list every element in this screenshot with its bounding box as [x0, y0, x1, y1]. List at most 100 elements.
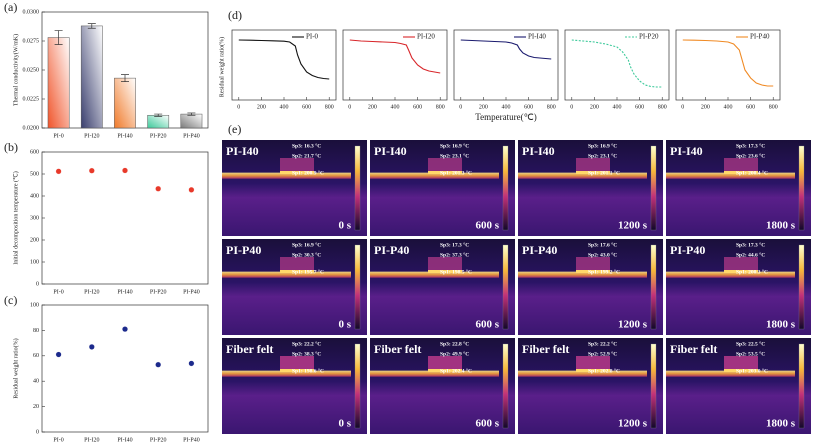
spot-1: Sp1: 201.1 °C — [588, 169, 620, 176]
bar — [47, 37, 70, 129]
x-tick-label: 0 — [570, 104, 573, 110]
heater-top — [724, 270, 758, 273]
thermal-image — [518, 338, 663, 434]
spot-1: Sp1: 202.8 °C — [588, 367, 620, 374]
hot-band — [222, 370, 351, 377]
thermal-image — [518, 140, 663, 236]
x-tick-label: 200 — [701, 104, 710, 110]
hot-band — [518, 172, 647, 179]
row-label: Fiber felt — [522, 342, 569, 356]
spot-2: Sp2: 52.9 °C — [588, 350, 617, 357]
heater — [576, 356, 610, 372]
spot-3: Sp3: 17.6 °C — [588, 241, 617, 248]
x-tick-label: 600 — [635, 104, 644, 110]
x-tick-label: PI-P20 — [150, 289, 167, 295]
time-label: 600 s — [475, 319, 499, 331]
row-label: PI-P40 — [226, 243, 261, 257]
heater-top — [428, 369, 462, 372]
y-tick-label: 500 — [30, 171, 39, 177]
heater-top — [280, 171, 314, 174]
legend-label: PI-I20 — [417, 33, 435, 41]
hot-band — [222, 172, 351, 179]
colorbar — [354, 244, 361, 330]
spot-2: Sp2: 53.5 °C — [736, 350, 765, 357]
spot-1: Sp1: 200.3 °C — [736, 268, 768, 275]
bar — [180, 113, 203, 129]
panel-label: (a) — [4, 0, 17, 14]
heater-top — [428, 270, 462, 273]
spot-3: Sp3: 16.9 °C — [292, 241, 321, 248]
time-label: 0 s — [338, 418, 351, 430]
x-tick-label: PI-I20 — [84, 437, 99, 443]
spot-1: Sp1: 202.4 °C — [440, 367, 472, 374]
heater — [280, 158, 314, 174]
thermal-image — [370, 140, 515, 236]
row-label: PI-P40 — [522, 243, 557, 257]
error-bar — [87, 23, 96, 29]
spot-3: Sp3: 16.9 °C — [440, 142, 469, 149]
row-label: Fiber felt — [670, 342, 717, 356]
x-tick-label: PI-I20 — [84, 133, 99, 139]
point — [121, 326, 128, 333]
colorbar — [354, 145, 361, 231]
x-tick-label: 800 — [547, 104, 556, 110]
heater — [576, 158, 610, 174]
x-tick-label: PI-I40 — [117, 133, 132, 139]
hot-band — [666, 271, 795, 278]
x-tick-label: 400 — [613, 104, 622, 110]
bar — [147, 114, 170, 129]
line — [238, 39, 330, 80]
y-tick-label: 600 — [30, 149, 39, 155]
time-label: 1800 s — [766, 220, 796, 232]
x-tick-label: 0 — [459, 104, 462, 110]
error-bar — [187, 112, 196, 116]
point — [121, 167, 128, 174]
line — [349, 39, 441, 74]
thermal-image — [222, 338, 367, 434]
point — [55, 168, 62, 175]
y-axis-label: Initial decomposition temperature (℃) — [12, 171, 19, 265]
spot-2: Sp2: 30.3 °C — [292, 251, 321, 258]
spot-1: Sp1: 200.9 °C — [292, 169, 324, 176]
x-tick-label: 600 — [413, 104, 422, 110]
time-label: 600 s — [475, 418, 499, 430]
spot-2: Sp2: 23.1 °C — [588, 152, 617, 159]
heater — [280, 257, 314, 273]
heater-top — [724, 369, 758, 372]
x-tick-label: PI-0 — [53, 437, 63, 443]
colorbar — [650, 343, 657, 429]
row-label: Fiber felt — [374, 342, 421, 356]
x-tick-label: 600 — [746, 104, 755, 110]
x-tick-label: PI-P20 — [150, 437, 167, 443]
hot-band — [666, 172, 795, 179]
time-label: 0 s — [338, 319, 351, 331]
legend-label: PI-P40 — [750, 33, 770, 41]
x-tick-label: PI-I40 — [117, 437, 132, 443]
heater — [428, 257, 462, 273]
spot-2: Sp2: 21.7 °C — [292, 152, 321, 159]
heater-top — [428, 171, 462, 174]
row-label: PI-P40 — [374, 243, 409, 257]
bar — [80, 25, 103, 129]
y-tick-label: 0.0275 — [23, 38, 40, 44]
error-bar — [54, 30, 63, 45]
y-axis-label: Thermal conductivity(W/mK) — [12, 34, 19, 106]
line — [460, 39, 552, 60]
spot-1: Sp1: 199.2 °C — [588, 268, 620, 275]
colorbar — [650, 145, 657, 231]
x-tick-label: PI-P40 — [183, 133, 200, 139]
x-tick-label: 0 — [348, 104, 351, 110]
panel-label: (c) — [4, 293, 17, 307]
spot-2: Sp2: 23.1 °C — [440, 152, 469, 159]
heater-top — [576, 270, 610, 273]
heater-top — [280, 369, 314, 372]
spot-2: Sp2: 43.0 °C — [588, 251, 617, 258]
x-tick-label: 400 — [391, 104, 400, 110]
spot-1: Sp1: 203.0 °C — [736, 367, 768, 374]
y-tick-label: 100 — [30, 259, 39, 265]
y-tick-label: 80 — [33, 328, 39, 334]
heater — [428, 158, 462, 174]
hot-band — [666, 370, 795, 377]
row-label: PI-I40 — [226, 144, 259, 158]
heater — [724, 257, 758, 273]
